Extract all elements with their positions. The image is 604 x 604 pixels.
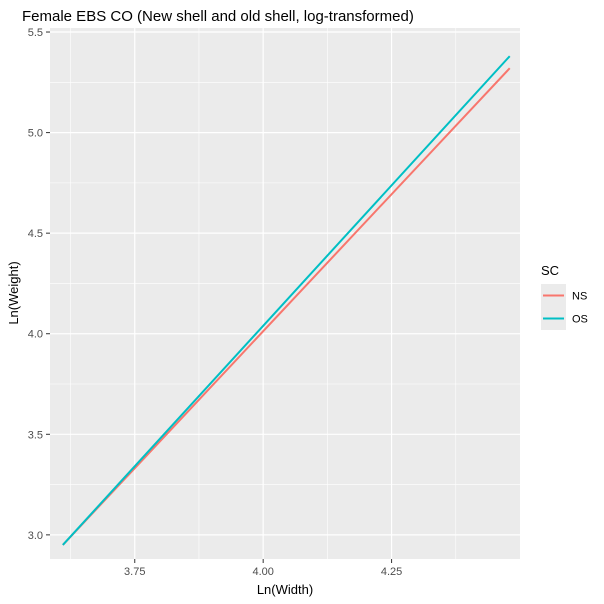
y-tick-label: 5.0 xyxy=(28,128,43,140)
x-tick-label: 4.00 xyxy=(252,566,273,578)
legend: SC NS OS xyxy=(541,263,588,330)
y-tick-label: 4.0 xyxy=(28,329,43,341)
series-lines xyxy=(62,55,511,546)
major-gridlines xyxy=(50,28,520,559)
legend-label-ns: NS xyxy=(572,291,587,303)
y-tick-label: 5.5 xyxy=(28,27,43,39)
y-axis-title: Ln(Weight) xyxy=(6,261,21,324)
chart-title: Female EBS CO (New shell and old shell, … xyxy=(22,8,414,25)
legend-title: SC xyxy=(541,263,559,278)
series-line-ns xyxy=(62,67,511,546)
y-tick-label: 3.0 xyxy=(28,530,43,542)
x-tick-label: 3.75 xyxy=(124,566,145,578)
y-tick-label: 4.5 xyxy=(28,228,43,240)
legend-label-os: OS xyxy=(572,314,588,326)
x-axis: 3.75 4.00 4.25 xyxy=(124,559,402,578)
x-axis-title: Ln(Width) xyxy=(257,582,313,597)
x-tick-label: 4.25 xyxy=(381,566,402,578)
series-line-os xyxy=(62,55,511,546)
y-tick-label: 3.5 xyxy=(28,429,43,441)
y-axis: 3.0 3.5 4.0 4.5 5.0 5.5 xyxy=(28,27,50,542)
plot-panel xyxy=(50,28,520,559)
